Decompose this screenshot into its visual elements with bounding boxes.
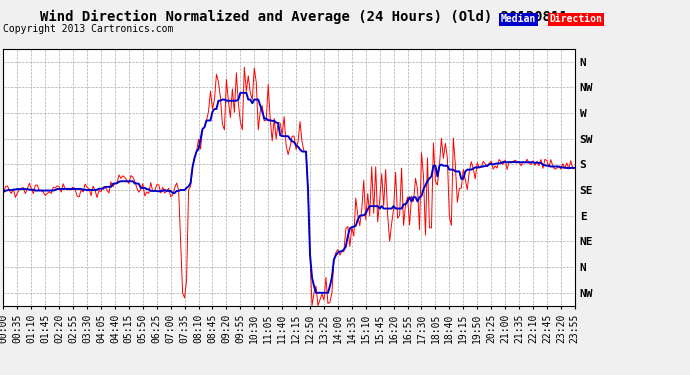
Text: Copyright 2013 Cartronics.com: Copyright 2013 Cartronics.com bbox=[3, 24, 174, 34]
Text: Direction: Direction bbox=[549, 15, 602, 24]
Text: Wind Direction Normalized and Average (24 Hours) (Old) 20130811: Wind Direction Normalized and Average (2… bbox=[40, 9, 567, 24]
Text: Median: Median bbox=[501, 15, 536, 24]
